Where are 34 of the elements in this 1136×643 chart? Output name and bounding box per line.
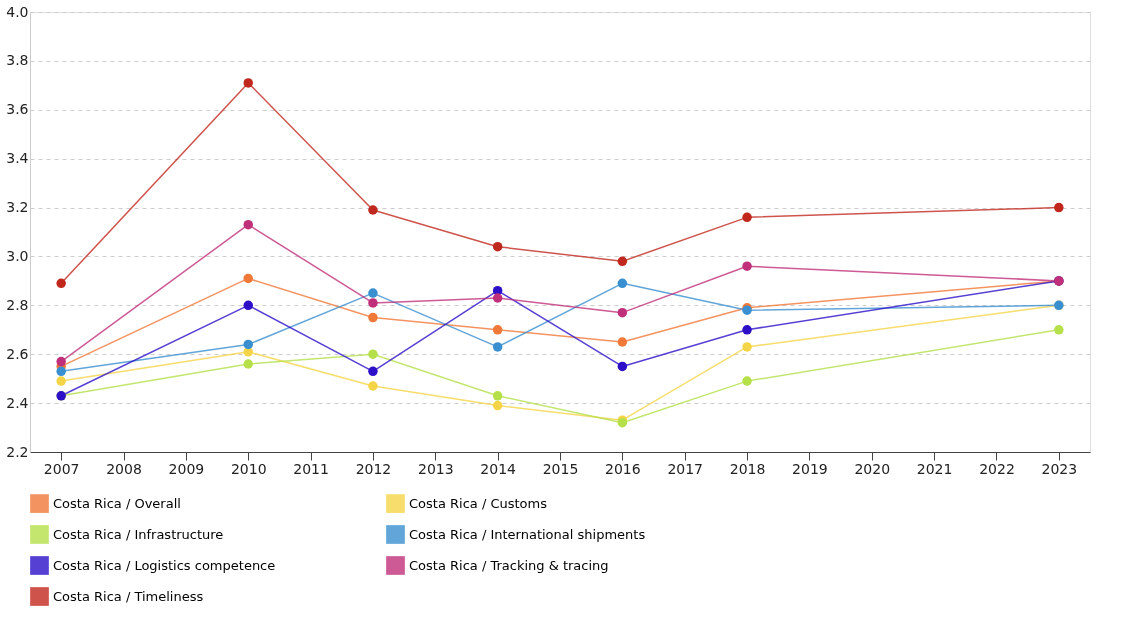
x-tick-label: 2022	[979, 460, 1015, 477]
x-tick-label: 2012	[355, 460, 392, 477]
y-tick-label: 2.6	[6, 345, 29, 362]
x-tick-label: 2008	[106, 460, 142, 477]
x-tick-label: 2018	[729, 460, 766, 477]
x-tick-label: 2009	[168, 460, 205, 477]
x-tick-label: 2023	[1041, 460, 1078, 477]
legend-label: Costa Rica / Timeliness	[53, 588, 204, 604]
x-tick-label: 2010	[230, 460, 267, 477]
x-tick-label: 2014	[480, 460, 517, 477]
y-tick-label: 4.0	[6, 3, 29, 20]
x-tick-label: 2019	[792, 460, 828, 477]
y-tick-label: 3.8	[6, 52, 29, 69]
x-tick-label: 2017	[667, 460, 704, 477]
x-tick-label: 2021	[916, 460, 953, 477]
x-tick-label: 2016	[605, 460, 641, 477]
y-tick-label: 2.4	[6, 394, 29, 411]
x-tick-label: 2015	[542, 460, 579, 477]
x-tick-label: 2007	[43, 460, 80, 477]
x-tick-label: 2011	[293, 460, 329, 477]
y-tick-label: 3.4	[6, 150, 29, 167]
legend-label: Costa Rica / International shipments	[409, 526, 646, 542]
legend-label: Costa Rica / Logistics competence	[53, 557, 276, 573]
y-tick-label: 3.2	[6, 199, 29, 216]
legend-label: Costa Rica / Infrastructure	[53, 526, 224, 542]
legend-label: Costa Rica / Overall	[53, 495, 181, 511]
x-tick-label: 2020	[854, 460, 891, 477]
x-tick-label: 2013	[417, 460, 454, 477]
y-tick-label: 3.6	[6, 101, 29, 118]
y-tick-label: 3.0	[6, 247, 29, 264]
y-tick-label: 2.2	[6, 443, 29, 460]
legend-label: Costa Rica / Customs	[409, 495, 548, 511]
legend-label: Costa Rica / Tracking & tracing	[409, 557, 609, 573]
y-tick-label: 2.8	[6, 296, 29, 313]
